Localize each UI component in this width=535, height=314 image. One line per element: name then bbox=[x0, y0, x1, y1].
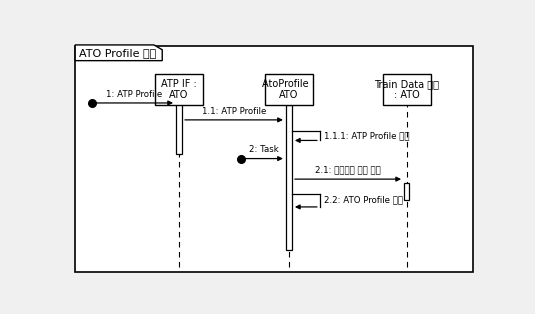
Text: AtoProfile :
ATO: AtoProfile : ATO bbox=[262, 79, 315, 100]
Text: 1.1.1: ATP Profile 저장: 1.1.1: ATP Profile 저장 bbox=[324, 131, 409, 140]
Bar bbox=[404, 183, 409, 200]
Bar bbox=[286, 106, 292, 251]
Bar bbox=[176, 96, 182, 154]
Text: 2.2: ATO Profile 생성: 2.2: ATO Profile 생성 bbox=[324, 196, 403, 205]
Text: 1.1: ATP Profile: 1.1: ATP Profile bbox=[202, 106, 266, 116]
Text: 2.1: 선행열차 정보 확인: 2.1: 선행열차 정보 확인 bbox=[315, 166, 381, 175]
Bar bbox=[383, 74, 431, 106]
Text: ATO Profile 생성: ATO Profile 생성 bbox=[79, 48, 157, 58]
Polygon shape bbox=[75, 45, 162, 61]
Bar bbox=[265, 74, 312, 106]
Text: 1: ATP Profile: 1: ATP Profile bbox=[106, 89, 162, 99]
Bar bbox=[155, 74, 203, 106]
Text: Train Data 관리
: ATO: Train Data 관리 : ATO bbox=[374, 79, 439, 100]
Text: ATP IF :
ATO: ATP IF : ATO bbox=[161, 79, 197, 100]
Text: 2: Task: 2: Task bbox=[249, 145, 278, 154]
